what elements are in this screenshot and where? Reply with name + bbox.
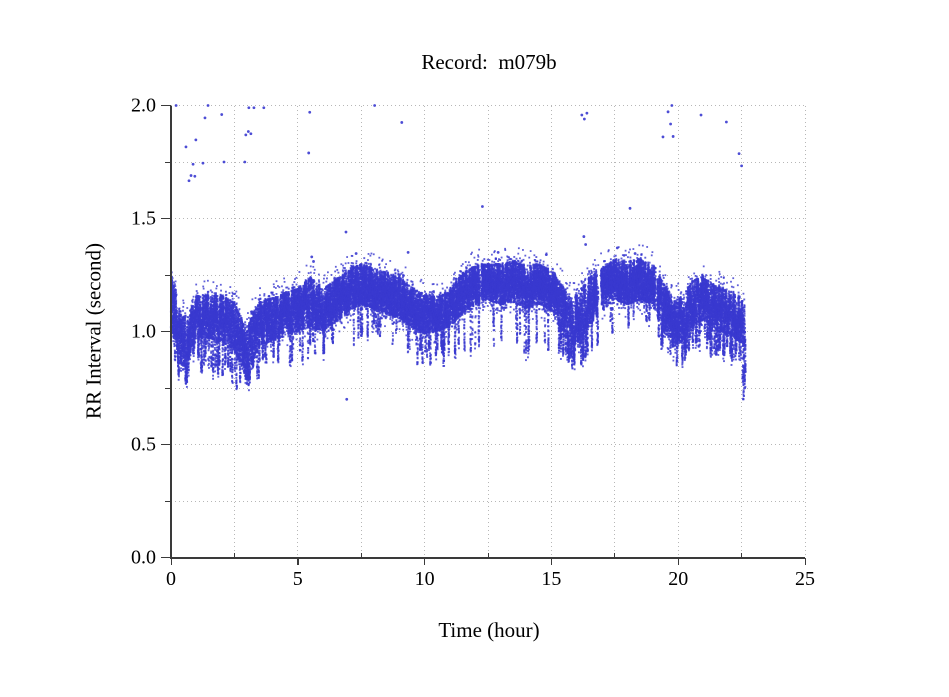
y-tick-label: 1.0 [131, 320, 156, 342]
y-minor-tick [165, 387, 171, 389]
y-major-tick [161, 556, 171, 559]
x-major-tick [677, 557, 680, 565]
x-tick-label: 25 [795, 567, 815, 590]
y-tick-label: 0.0 [131, 546, 156, 568]
x-minor-tick [741, 552, 743, 558]
x-tick-label: 15 [541, 567, 562, 590]
y-minor-tick [165, 500, 171, 502]
y-major-tick [161, 104, 171, 107]
x-minor-tick [614, 552, 616, 558]
y-axis-label-text: RR Interval (second) [81, 242, 106, 420]
x-major-tick [550, 557, 553, 565]
y-major-tick [161, 330, 171, 333]
x-major-tick [804, 557, 806, 565]
x-tick-label: 10 [414, 567, 435, 590]
x-minor-tick [233, 552, 236, 558]
x-tick-label: 5 [292, 567, 303, 590]
y-tick-label: 0.5 [131, 433, 156, 455]
x-tick-label: 0 [166, 567, 176, 590]
x-minor-tick [487, 552, 489, 558]
y-major-tick [161, 217, 171, 220]
x-minor-tick [360, 552, 362, 558]
y-minor-tick [165, 274, 171, 276]
x-major-tick [297, 557, 299, 565]
x-major-tick [424, 557, 426, 565]
y-tick-label: 2.0 [131, 94, 156, 116]
y-major-tick [161, 443, 171, 446]
x-axis-label: Time (hour) [438, 618, 540, 642]
x-major-tick [170, 557, 172, 565]
x-tick-label: 20 [668, 567, 689, 590]
y-tick-label: 1.5 [131, 207, 156, 229]
y-minor-tick [165, 161, 171, 163]
x-axis-line [170, 557, 805, 559]
